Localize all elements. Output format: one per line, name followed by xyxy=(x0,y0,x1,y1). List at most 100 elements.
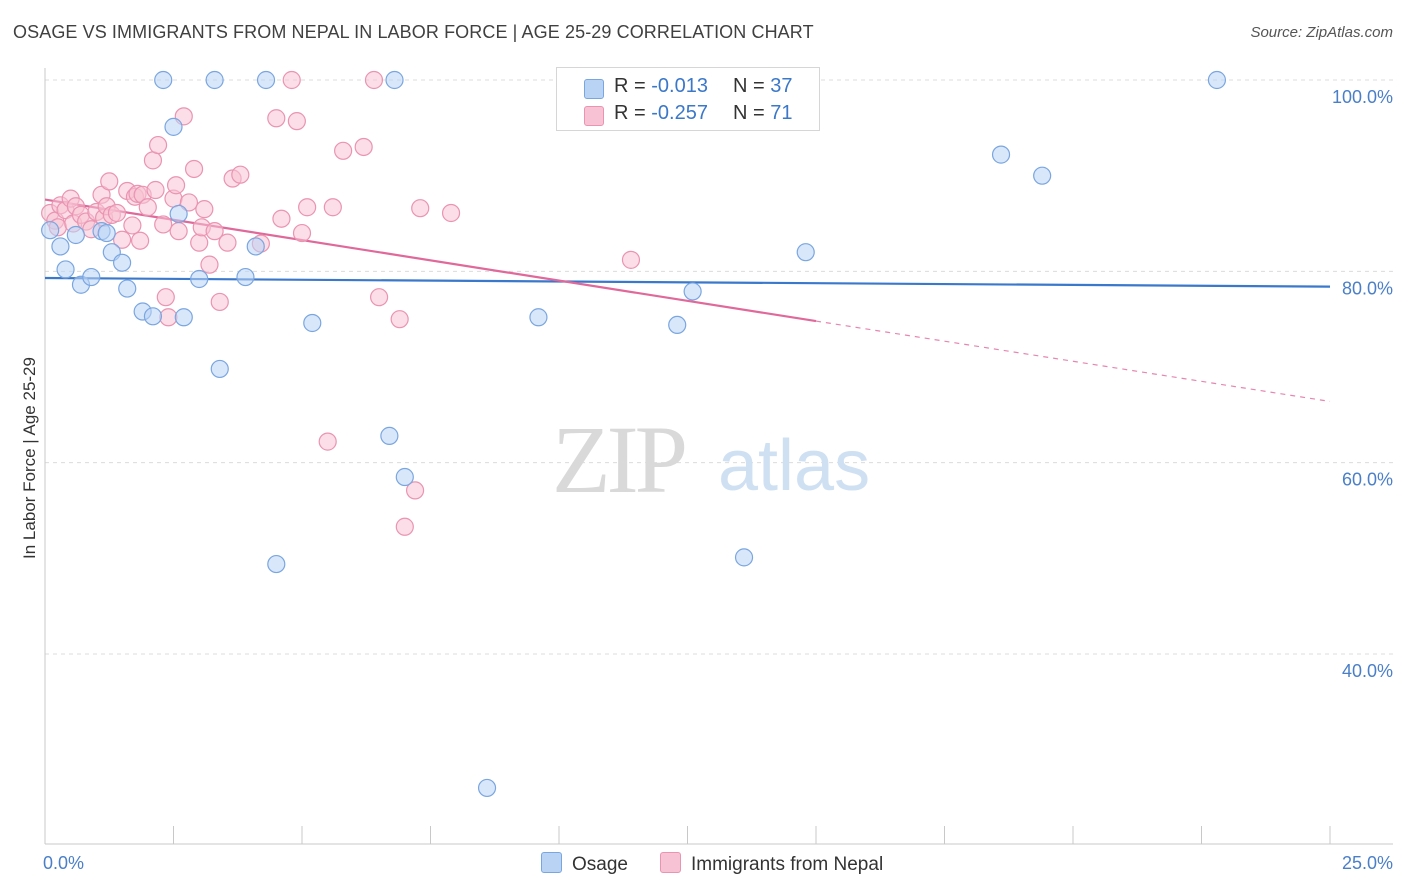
nepal-point xyxy=(334,141,353,160)
osage-point xyxy=(66,225,85,245)
nepal-point xyxy=(143,151,163,170)
nepal-point xyxy=(395,517,414,536)
osage-point xyxy=(668,315,687,335)
nepal-point xyxy=(287,112,306,131)
nepal-swatch xyxy=(584,106,604,126)
osage-point xyxy=(256,70,276,90)
nepal-point xyxy=(405,481,425,500)
osage-point xyxy=(205,70,224,90)
osage-trend-line xyxy=(44,276,1331,288)
osage-point xyxy=(1033,166,1052,185)
osage-point xyxy=(683,282,702,301)
osage-point xyxy=(190,269,209,289)
nepal-legend-label: Immigrants from Nepal xyxy=(691,854,884,875)
nepal-point xyxy=(267,109,286,128)
nepal-point xyxy=(112,230,132,249)
nepal-point xyxy=(100,172,119,191)
nepal-point xyxy=(138,198,157,217)
osage-point xyxy=(51,237,70,256)
osage-point xyxy=(112,253,132,272)
osage-legend-label: Osage xyxy=(572,854,628,875)
y-tick-label: 40.0% xyxy=(1342,661,1393,681)
nepal-point xyxy=(354,137,373,157)
nepal-r: R = -0.257 xyxy=(614,102,708,124)
nepal-point xyxy=(411,199,430,218)
osage-n: N = 37 xyxy=(733,75,793,97)
nepal-point xyxy=(184,159,204,179)
nepal-point xyxy=(282,70,301,90)
watermark-zip: ZIP xyxy=(552,406,685,513)
nepal-point xyxy=(130,231,150,250)
nepal-point xyxy=(156,288,175,307)
y-axis-title: In Labor Force | Age 25-29 xyxy=(20,357,39,559)
osage-point xyxy=(395,467,414,487)
nepal-point xyxy=(179,193,199,212)
nepal-point xyxy=(390,310,409,329)
watermark: ZIP atlas xyxy=(552,406,870,513)
grid-lines xyxy=(45,79,1393,655)
osage-point xyxy=(303,313,322,333)
osage-point xyxy=(41,221,60,240)
nepal-point xyxy=(169,222,188,241)
nepal-point xyxy=(218,233,237,252)
nepal-legend-swatch xyxy=(660,852,681,873)
nepal-n: N = 71 xyxy=(733,102,793,124)
x-tick-label-max: 25.0% xyxy=(1342,853,1393,873)
osage-point xyxy=(267,554,286,574)
osage-point xyxy=(56,260,75,279)
axes xyxy=(44,68,1393,845)
osage-point xyxy=(529,308,548,327)
nepal-point xyxy=(148,135,168,155)
osage-point xyxy=(734,548,754,567)
nepal-point xyxy=(154,215,173,234)
osage-point xyxy=(174,308,193,327)
osage-point xyxy=(385,70,404,90)
nepal-point xyxy=(298,198,317,217)
legend-item-nepal: Immigrants from Nepal xyxy=(660,852,883,876)
y-tick-label: 60.0% xyxy=(1342,470,1393,490)
nepal-point xyxy=(318,432,337,451)
y-tick-label: 100.0% xyxy=(1332,87,1393,107)
y-tick-labels: 40.0% 60.0% 80.0% 100.0% xyxy=(1332,87,1393,681)
nepal-points xyxy=(41,70,641,536)
osage-point xyxy=(236,267,255,287)
osage-point xyxy=(169,204,188,224)
watermark-atlas: atlas xyxy=(718,426,870,506)
osage-legend-swatch xyxy=(541,852,562,873)
osage-point xyxy=(154,70,173,90)
x-tick-label-min: 0.0% xyxy=(43,853,84,873)
stats-legend: R = -0.013 N = 37 R = -0.257 N = 71 xyxy=(556,67,820,131)
nepal-point xyxy=(195,200,214,219)
nepal-point xyxy=(146,180,165,200)
nepal-trend-extension xyxy=(815,320,1331,403)
nepal-point xyxy=(107,203,127,223)
chart-title: OSAGE VS IMMIGRANTS FROM NEPAL IN LABOR … xyxy=(13,22,814,42)
nepal-point xyxy=(621,250,641,269)
osage-points xyxy=(41,70,1227,798)
osage-point xyxy=(118,279,137,298)
nepal-point xyxy=(205,222,224,241)
osage-point xyxy=(82,267,101,287)
osage-point xyxy=(143,307,163,326)
osage-swatch xyxy=(584,79,604,99)
source-credit: Source: ZipAtlas.com xyxy=(1250,24,1393,41)
y-tick-label: 80.0% xyxy=(1342,278,1393,298)
nepal-point xyxy=(292,223,312,243)
nepal-point xyxy=(210,292,229,312)
osage-point xyxy=(1207,70,1227,90)
osage-r: R = -0.013 xyxy=(614,75,708,97)
legend-item-osage: Osage xyxy=(541,852,628,876)
trend-lines xyxy=(44,198,1331,403)
osage-point xyxy=(246,237,265,256)
nepal-point xyxy=(166,176,186,195)
nepal-point xyxy=(159,308,178,327)
osage-point xyxy=(164,117,183,136)
nepal-point xyxy=(323,198,342,217)
nepal-point xyxy=(231,165,250,184)
osage-point xyxy=(991,145,1011,164)
osage-point xyxy=(380,426,399,445)
nepal-point xyxy=(123,216,142,235)
osage-point xyxy=(210,359,229,379)
osage-point xyxy=(796,243,815,262)
